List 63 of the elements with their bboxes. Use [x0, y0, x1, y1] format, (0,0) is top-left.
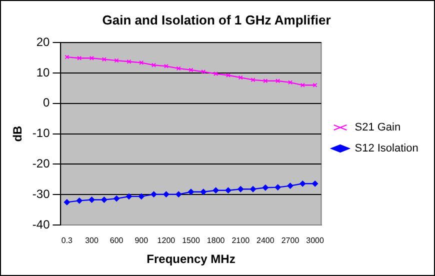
x-tick-label: 1200 [157, 236, 176, 246]
point [89, 56, 94, 60]
point [288, 80, 293, 85]
point [101, 196, 108, 203]
point [126, 193, 132, 200]
x-axis-title: Frequency MHz [146, 252, 236, 266]
x-tick-label: 900 [134, 236, 149, 246]
point [300, 180, 306, 187]
point [201, 70, 206, 74]
point [88, 196, 95, 203]
point [250, 186, 256, 192]
point [276, 78, 280, 84]
point [126, 59, 132, 64]
point [152, 62, 156, 68]
point [77, 56, 82, 60]
x-tick-label: 2400 [256, 236, 275, 246]
legend-label: S12 Isolation [354, 142, 418, 155]
point [312, 180, 318, 187]
y-tick-label: 20 [36, 34, 50, 49]
point [188, 188, 194, 195]
x-tick-label: 1800 [206, 236, 226, 246]
point [64, 199, 70, 206]
point [76, 198, 82, 204]
y-tick-label: 0 [43, 96, 50, 110]
point [274, 184, 281, 190]
x-tick-label: 300 [85, 236, 99, 246]
x-tick-label: 2700 [281, 236, 300, 246]
x-tick-label: 0.3 [61, 236, 74, 246]
point [238, 75, 243, 80]
point [176, 191, 182, 198]
point [238, 186, 244, 192]
y-tick-label: 10 [36, 65, 50, 80]
point [214, 71, 218, 76]
point [114, 58, 119, 63]
point [163, 191, 170, 198]
point [262, 184, 268, 191]
chart-title: Gain and Isolation of 1 GHz Amplifier [102, 12, 331, 28]
point [300, 82, 305, 88]
y-tick-label: -40 [32, 217, 50, 232]
point [225, 187, 232, 194]
point [263, 78, 268, 84]
y-tick-label: -10 [32, 126, 50, 140]
point [139, 60, 144, 65]
point [114, 196, 120, 202]
x-tick-label: 1500 [182, 236, 200, 246]
point [164, 64, 168, 68]
point [150, 191, 157, 198]
point [102, 57, 106, 62]
point [200, 188, 206, 195]
point [138, 193, 144, 200]
x-tick-label: 3000 [306, 236, 324, 246]
y-axis-title: dB [10, 125, 25, 142]
y-tick-label: -20 [32, 156, 50, 171]
point [176, 66, 181, 71]
legend-label: S21 Gain [354, 122, 401, 134]
x-tick-label: 600 [110, 236, 124, 246]
y-tick-label: -30 [32, 186, 50, 201]
point [250, 78, 256, 82]
x-tick-label: 2100 [232, 236, 250, 246]
point [212, 187, 219, 194]
point [226, 73, 230, 78]
point [188, 68, 194, 72]
point [287, 182, 294, 189]
